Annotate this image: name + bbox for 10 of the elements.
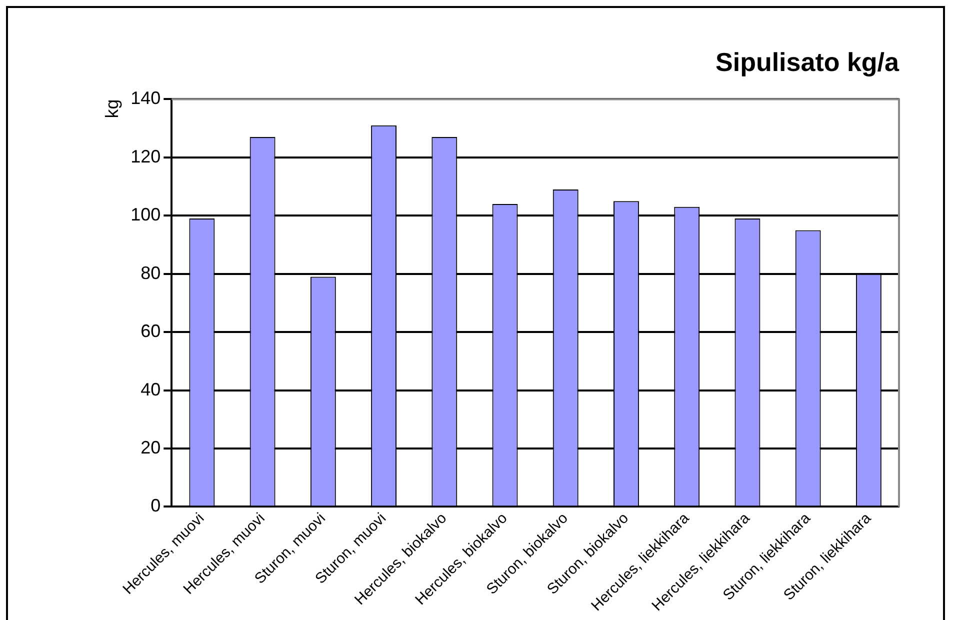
- y-tick-label: 100: [130, 204, 161, 225]
- y-tick-label: 0: [150, 496, 161, 516]
- y-tick-label: 60: [140, 321, 161, 342]
- y-tick-label: 20: [140, 437, 161, 458]
- y-tick-label: 40: [140, 379, 161, 400]
- y-axis-title: kg: [102, 99, 122, 118]
- y-tick-label: 140: [130, 88, 161, 108]
- chart-title: Sipulisato kg/a: [716, 46, 900, 77]
- y-tick-label: 80: [140, 262, 161, 283]
- y-tick-label: 120: [130, 146, 161, 166]
